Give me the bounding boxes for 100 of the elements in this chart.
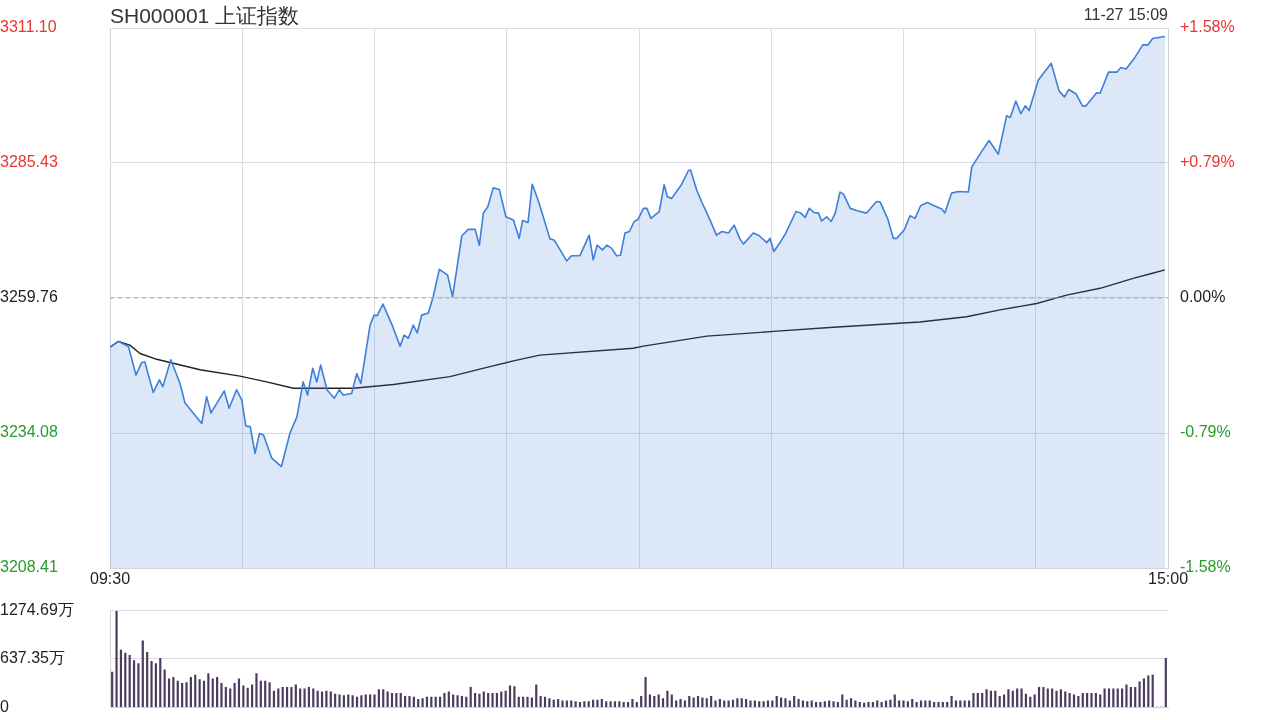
x-tick-label: 09:30 bbox=[89, 570, 131, 588]
bar bbox=[395, 692, 398, 707]
bar bbox=[1029, 696, 1032, 707]
bar bbox=[587, 701, 590, 707]
bar bbox=[613, 701, 617, 707]
bar bbox=[583, 701, 586, 707]
bar bbox=[1024, 693, 1028, 707]
bar bbox=[561, 700, 564, 707]
bar bbox=[718, 699, 721, 707]
bar bbox=[976, 692, 979, 707]
bar bbox=[272, 690, 276, 707]
bar bbox=[137, 663, 140, 707]
bar bbox=[347, 694, 350, 707]
y2-tick-label: -0.79% bbox=[1180, 423, 1231, 441]
bar bbox=[364, 694, 367, 707]
bar bbox=[701, 697, 704, 707]
bar bbox=[128, 655, 131, 707]
bar bbox=[430, 696, 433, 707]
bar bbox=[491, 692, 494, 707]
y2-tick-label: 0.00% bbox=[1180, 288, 1226, 306]
bar bbox=[950, 696, 953, 707]
bar bbox=[469, 686, 472, 707]
bar bbox=[434, 696, 437, 707]
bar bbox=[172, 677, 175, 707]
bar bbox=[242, 685, 245, 707]
bar bbox=[1112, 688, 1115, 707]
bar bbox=[513, 686, 516, 707]
bar bbox=[911, 699, 914, 707]
bar bbox=[360, 695, 363, 707]
bar bbox=[710, 696, 713, 707]
bar bbox=[775, 696, 778, 707]
bar bbox=[334, 693, 337, 707]
y-tick-label: 0 bbox=[0, 697, 9, 715]
bar bbox=[989, 690, 993, 707]
bar bbox=[146, 651, 149, 707]
bar bbox=[351, 695, 354, 707]
bar bbox=[373, 694, 376, 707]
bar bbox=[1147, 675, 1150, 707]
bar bbox=[307, 686, 311, 707]
bar bbox=[1081, 692, 1084, 707]
bar bbox=[714, 700, 717, 707]
bar bbox=[478, 693, 481, 707]
bar bbox=[246, 687, 249, 707]
bar bbox=[535, 684, 538, 707]
bar bbox=[937, 702, 940, 707]
bar bbox=[657, 694, 660, 707]
bar bbox=[216, 677, 219, 707]
bar bbox=[412, 696, 415, 707]
bar bbox=[1059, 689, 1062, 707]
bar bbox=[758, 701, 761, 707]
bar bbox=[692, 697, 695, 707]
bar bbox=[688, 696, 691, 707]
bar bbox=[325, 690, 328, 707]
bar bbox=[299, 688, 302, 707]
bar bbox=[285, 686, 289, 707]
bar bbox=[631, 699, 634, 707]
bar bbox=[666, 690, 669, 707]
bar bbox=[465, 696, 468, 707]
bar bbox=[447, 691, 450, 707]
bar bbox=[425, 696, 429, 707]
bar bbox=[1164, 658, 1167, 707]
bar bbox=[745, 699, 748, 707]
bar bbox=[250, 684, 254, 707]
bar bbox=[189, 677, 192, 707]
bar bbox=[281, 686, 284, 707]
bar bbox=[154, 663, 157, 707]
bar bbox=[915, 702, 918, 707]
y2-tick-label: +1.58% bbox=[1180, 18, 1235, 36]
bar bbox=[1042, 686, 1045, 707]
bar bbox=[626, 702, 630, 707]
bar bbox=[1129, 686, 1132, 707]
bar bbox=[202, 680, 206, 707]
bar bbox=[290, 686, 293, 707]
bar bbox=[1121, 688, 1124, 707]
y-tick-label: 3311.10 bbox=[0, 18, 57, 36]
bar bbox=[220, 683, 223, 707]
bar bbox=[578, 702, 582, 707]
bar bbox=[1151, 674, 1154, 707]
bar bbox=[618, 701, 621, 707]
bar bbox=[268, 682, 271, 707]
bar bbox=[1116, 688, 1119, 707]
bar bbox=[548, 698, 551, 707]
text: 11-27 15:09 bbox=[1083, 6, 1168, 24]
bar bbox=[399, 692, 402, 707]
bar bbox=[779, 697, 783, 707]
bar bbox=[849, 698, 853, 707]
bar bbox=[902, 700, 905, 707]
bar bbox=[421, 698, 424, 707]
bar bbox=[207, 673, 210, 707]
bar bbox=[622, 702, 625, 707]
bar bbox=[1020, 688, 1023, 707]
bar bbox=[495, 692, 499, 707]
y-tick-label: 3208.41 bbox=[0, 558, 58, 576]
bar bbox=[836, 702, 840, 707]
bar bbox=[438, 696, 442, 707]
bar bbox=[167, 678, 171, 707]
y-tick-label: 637.35万 bbox=[0, 649, 65, 667]
bar bbox=[1099, 694, 1102, 707]
bar bbox=[294, 684, 297, 707]
bar bbox=[259, 680, 262, 707]
